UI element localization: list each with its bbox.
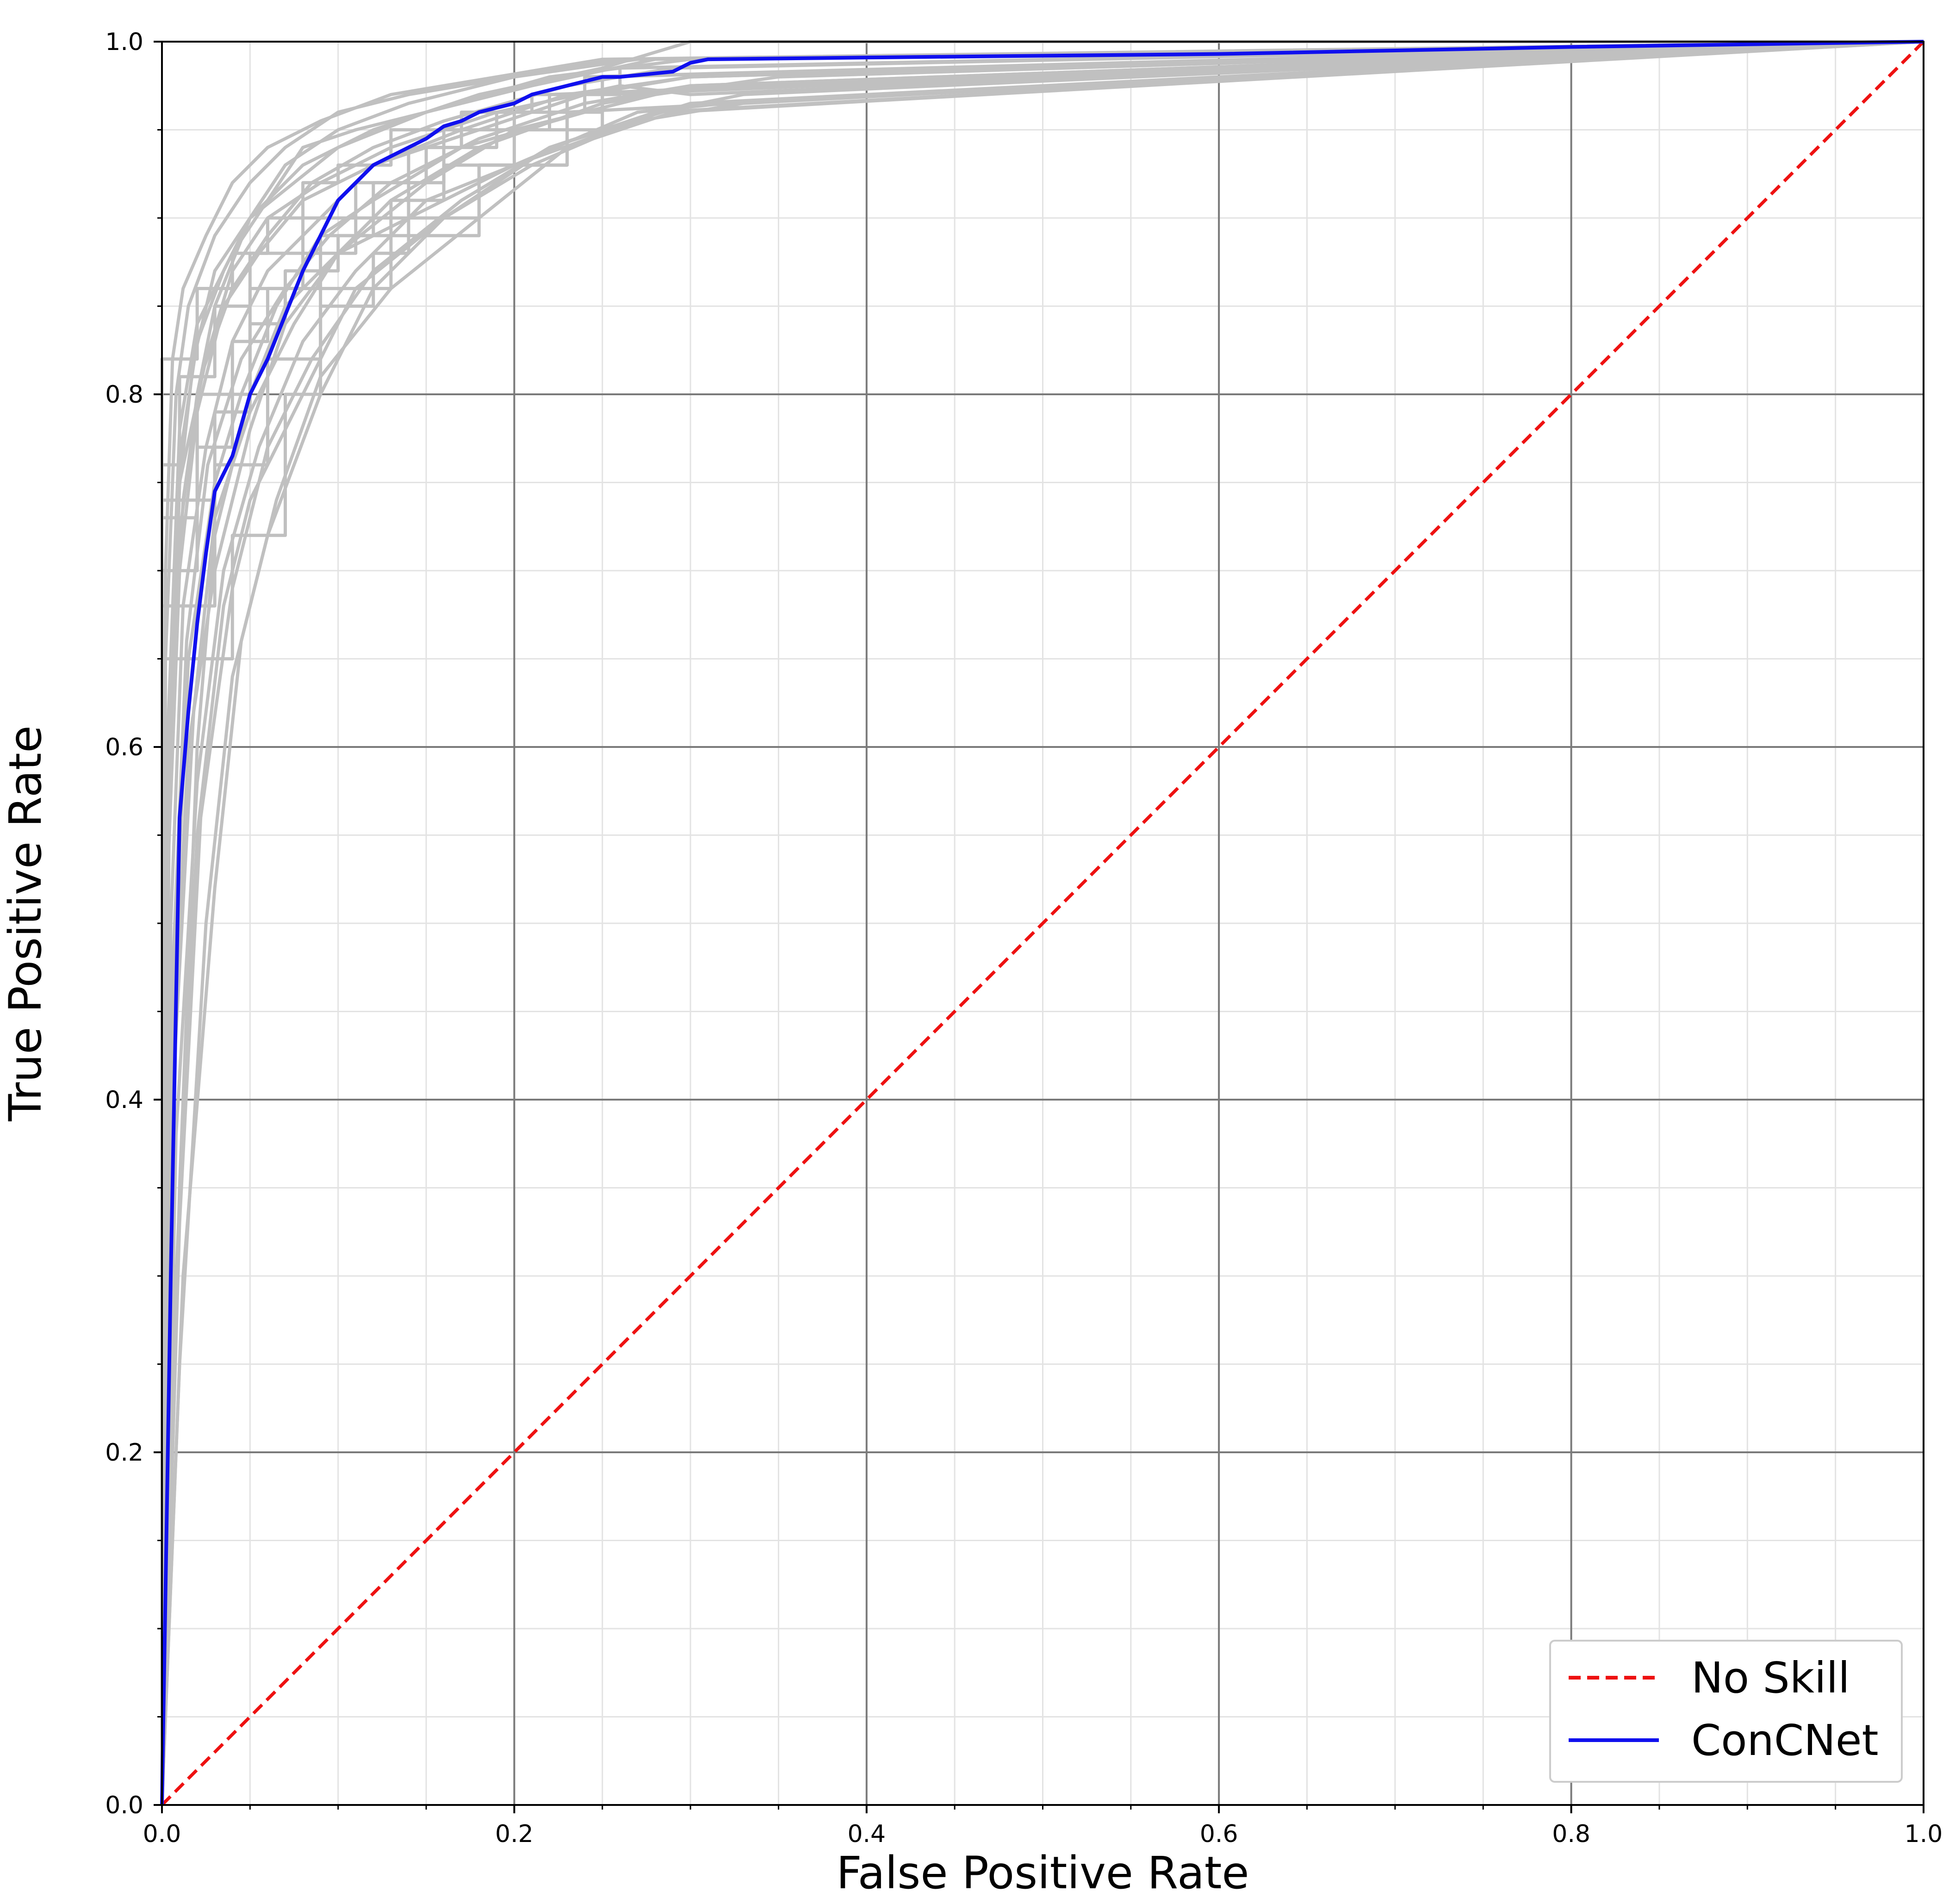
legend-label-concnet: ConCNet: [1691, 1716, 1879, 1765]
axis-ticks: 0.0 0.2 0.4 0.6 0.8 1.0 0.0 0.2 0.4 0.6 0.8 1.0: [105, 28, 1943, 1848]
series-lines: [160, 40, 1925, 1806]
x-tick-label: 0.0: [143, 1820, 181, 1848]
y-tick-label: 0.2: [105, 1439, 143, 1467]
x-tick-label: 0.4: [847, 1820, 886, 1848]
fold-curve-22: [160, 40, 1924, 1805]
fold-curve-25: [160, 40, 1924, 1805]
y-tick-label: 0.8: [105, 381, 143, 409]
x-tick-label: 0.6: [1200, 1820, 1238, 1848]
series-line-concnet: [160, 40, 1924, 1805]
fold-curve-17: [160, 40, 1924, 1805]
y-axis-title: True Positive Rate: [0, 725, 51, 1121]
x-axis-title: False Positive Rate: [836, 1847, 1249, 1899]
fold-curve-26: [160, 40, 1924, 1805]
legend-box: [1549, 1640, 1903, 1783]
y-tick-label: 0.0: [105, 1792, 143, 1819]
fold-curves: [160, 40, 1924, 1805]
x-tick-label: 1.0: [1905, 1820, 1943, 1848]
legend-label-no-skill: No Skill: [1691, 1653, 1850, 1703]
series-line-no-skill: [161, 40, 1925, 1806]
y-tick-label: 0.4: [105, 1086, 143, 1114]
x-tick-label: 0.8: [1552, 1820, 1590, 1848]
fold-curve-12: [160, 40, 1924, 1805]
y-tick-label: 1.0: [105, 28, 143, 56]
y-tick-label: 0.6: [105, 734, 143, 761]
legend: No Skill ConCNet: [1549, 1640, 1903, 1783]
minor-grid: [162, 42, 1924, 1805]
x-tick-label: 0.2: [495, 1820, 534, 1848]
fold-curve-20: [160, 40, 1924, 1805]
fold-curve-4: [160, 40, 1924, 1805]
